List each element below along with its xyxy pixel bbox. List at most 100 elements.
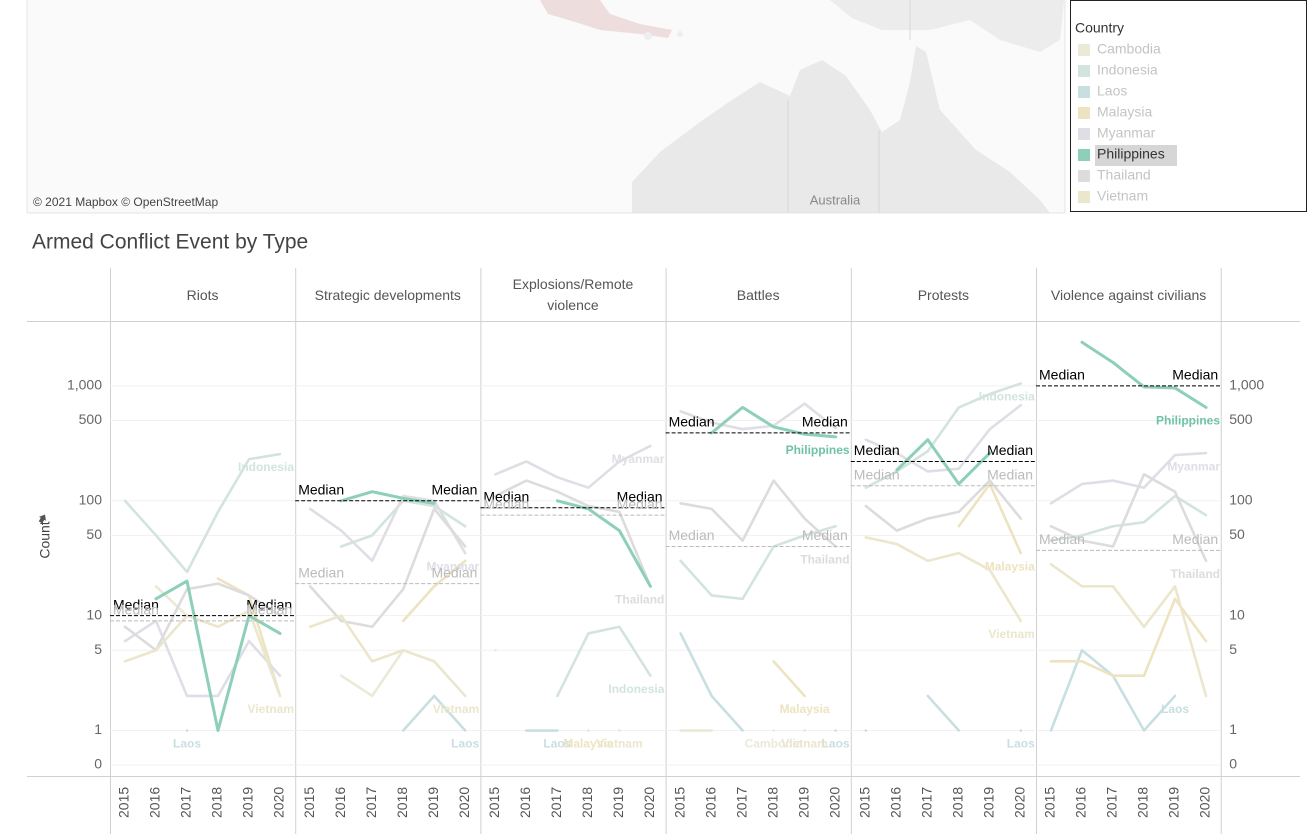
panel: Violence against civilians 2015 2016 2017 20… bbox=[1036, 268, 1222, 834]
reference-label: Median bbox=[1172, 531, 1218, 547]
series-line bbox=[864, 536, 1023, 623]
legend-label[interactable]: Myanmar bbox=[1097, 125, 1156, 141]
series-label: Philippines bbox=[786, 443, 850, 457]
x-tick-label: 2016 bbox=[517, 787, 533, 818]
y-tick-label: 1 bbox=[94, 721, 102, 737]
legend-label[interactable]: Vietnam bbox=[1097, 188, 1148, 204]
series-line bbox=[308, 494, 467, 563]
x-tick-label: 2015 bbox=[1042, 787, 1058, 818]
panel-header: Riots bbox=[186, 286, 219, 303]
series-label: Vietnam bbox=[248, 702, 294, 716]
x-tick-label: 2019 bbox=[981, 787, 997, 818]
y-tick-label: 500 bbox=[79, 411, 103, 427]
legend-label[interactable]: Malaysia bbox=[1097, 104, 1152, 120]
legend-label[interactable]: Philippines bbox=[1097, 146, 1165, 162]
x-tick-label: 2017 bbox=[548, 787, 564, 818]
x-tick-label: 2017 bbox=[363, 787, 379, 818]
x-tick-label: 2017 bbox=[178, 787, 194, 818]
panel-header: Strategic developments bbox=[314, 286, 461, 303]
panel-header: Battles bbox=[736, 286, 780, 303]
x-tick-label: 2017 bbox=[919, 787, 935, 818]
y-tick-label: 1,000 bbox=[67, 377, 102, 393]
legend-label[interactable]: Indonesia bbox=[1097, 62, 1158, 78]
legend-label[interactable]: Laos bbox=[1097, 83, 1127, 99]
x-tick-label: 2015 bbox=[486, 787, 502, 818]
series-line bbox=[308, 614, 467, 698]
x-tick-label: 2016 bbox=[888, 787, 904, 818]
series-label: Vietnam bbox=[988, 627, 1034, 641]
x-tick-label: 2016 bbox=[702, 787, 718, 818]
x-tick-label: 2020 bbox=[641, 787, 657, 818]
series-label: Indonesia bbox=[238, 460, 294, 474]
reference-label: Median bbox=[854, 442, 900, 458]
legend-swatch[interactable] bbox=[1078, 149, 1090, 161]
panel-title: Strategic developments bbox=[314, 286, 461, 303]
reference-label: Median bbox=[802, 414, 848, 430]
series-line bbox=[679, 524, 837, 601]
reference-label: Median bbox=[669, 527, 715, 543]
x-tick-label: 2020 bbox=[1197, 787, 1213, 818]
series-line bbox=[123, 619, 282, 698]
legend-title: Country bbox=[1075, 20, 1124, 36]
series-line bbox=[401, 559, 467, 623]
panel-title: Riots bbox=[186, 286, 219, 303]
reference-label: Median bbox=[1172, 367, 1218, 383]
y-tick-label: 0 bbox=[1229, 756, 1237, 772]
reference-label: Median bbox=[298, 481, 344, 497]
x-tick-label: 2017 bbox=[733, 787, 749, 818]
series-line bbox=[1049, 473, 1208, 563]
legend-swatch[interactable] bbox=[1078, 65, 1090, 77]
legend-label[interactable]: Cambodia bbox=[1097, 41, 1161, 57]
reference-label: Median bbox=[431, 564, 477, 580]
reference-label: Median bbox=[113, 596, 159, 612]
panel: Explosions/Remote violence 2015 2016 2017 20… bbox=[480, 268, 666, 834]
panel-header: Violence against civilians bbox=[1050, 286, 1207, 303]
legend-swatch[interactable] bbox=[1078, 170, 1090, 182]
panel-title: Battles bbox=[736, 286, 780, 303]
legend-swatch[interactable] bbox=[1078, 128, 1090, 140]
series-label: Vietnam bbox=[433, 702, 479, 716]
legend-swatch[interactable] bbox=[1078, 44, 1090, 56]
reference-label: Median bbox=[246, 596, 292, 612]
series-line bbox=[679, 402, 837, 431]
series-line bbox=[864, 479, 1023, 532]
reference-label: Median bbox=[1039, 531, 1085, 547]
reference-label: Median bbox=[669, 414, 715, 430]
series-label: Malaysia bbox=[563, 737, 613, 751]
series-label: Thailand bbox=[800, 553, 849, 567]
series-line bbox=[123, 452, 282, 574]
x-tick-label: 2015 bbox=[671, 787, 687, 818]
reference-label: Median bbox=[854, 467, 900, 483]
map: Australia © 2021 Mapbox © OpenStreetMap bbox=[26, 0, 1066, 214]
land bbox=[632, 46, 1050, 213]
series-label: Malaysia bbox=[985, 559, 1035, 573]
legend-swatch[interactable] bbox=[1078, 86, 1090, 98]
series-label: Laos bbox=[451, 737, 479, 751]
panel: Strategic developments 2015 2016 2017 2018 20… bbox=[295, 268, 481, 834]
land bbox=[540, 0, 672, 38]
series-label: Malaysia bbox=[780, 702, 830, 716]
x-tick-label: 2015 bbox=[857, 787, 873, 818]
series-line bbox=[1049, 562, 1208, 698]
legend-swatch[interactable] bbox=[1078, 191, 1090, 203]
series-line bbox=[1080, 340, 1208, 409]
series-line bbox=[864, 382, 1023, 489]
x-tick-label: 2019 bbox=[610, 787, 626, 818]
panel-title: Explosions/Remote violence bbox=[512, 276, 634, 313]
dashboard-title: Armed Conflict Event by Type bbox=[32, 231, 308, 254]
y-tick-label: 50 bbox=[1229, 526, 1245, 542]
panel-header: Protests bbox=[918, 287, 969, 303]
y-axis-title: Count bbox=[37, 521, 53, 558]
series-label: Indonesia bbox=[608, 682, 664, 696]
series-label: Vietnam bbox=[781, 737, 827, 751]
series-label: Laos bbox=[543, 737, 571, 751]
series-line bbox=[154, 579, 282, 733]
reference-label: Median bbox=[617, 488, 663, 504]
panel-title: Violence against civilians bbox=[1050, 286, 1207, 303]
legend-label[interactable]: Thailand bbox=[1097, 167, 1151, 183]
series-line bbox=[555, 499, 652, 588]
legend-swatch[interactable] bbox=[1078, 107, 1090, 119]
reference-label: Median bbox=[246, 602, 292, 618]
series-label: Myanmar bbox=[612, 452, 665, 466]
x-tick-label: 2018 bbox=[209, 787, 225, 818]
